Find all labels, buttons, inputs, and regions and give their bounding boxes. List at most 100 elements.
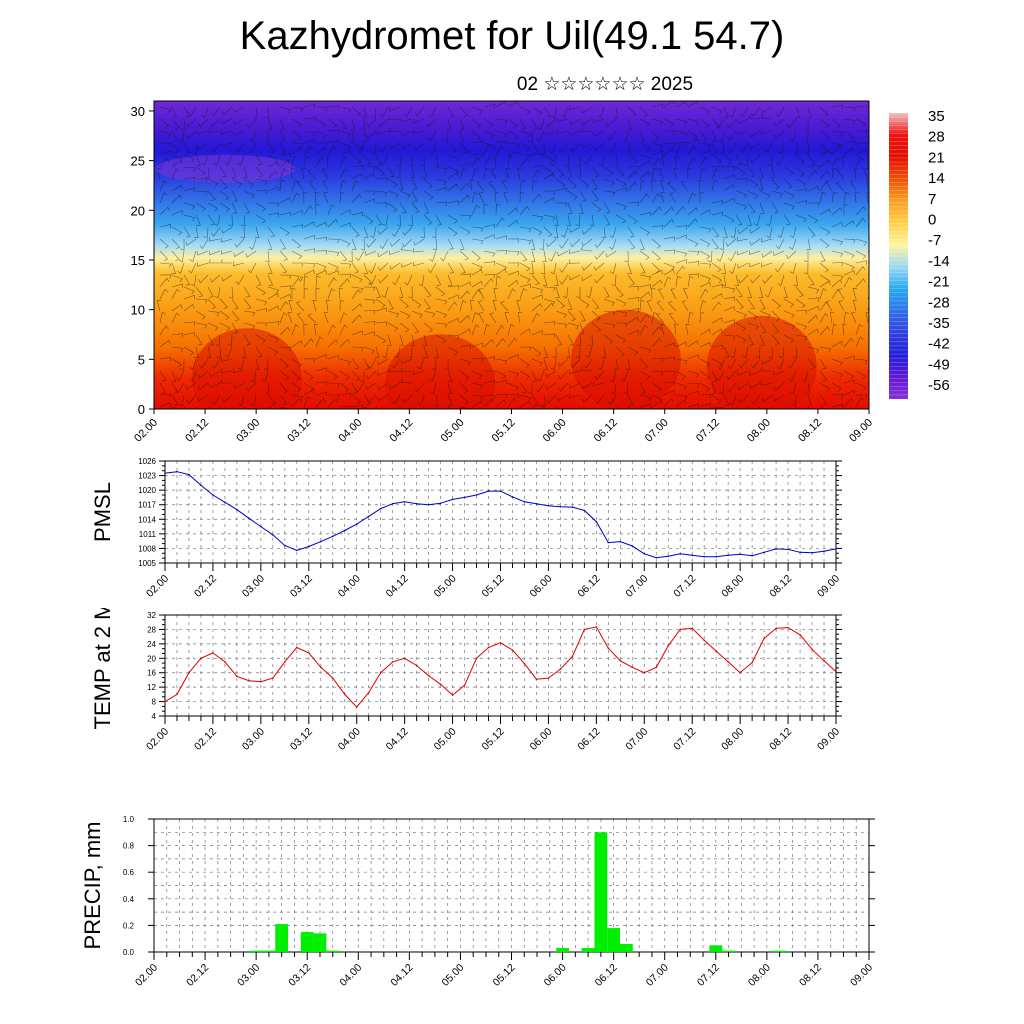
wind-barb [553,226,559,239]
wind-barb [795,178,807,187]
wind-barb [422,166,427,179]
wind-barb [171,262,176,274]
wind-barb [254,358,259,371]
wind-barb [507,219,519,228]
wind-barb [819,238,830,249]
y-tick-label: 32 [147,611,156,620]
wind-barb [339,130,351,138]
wind-barb [291,142,304,148]
wind-barb [639,346,652,354]
wind-barb [490,168,497,180]
wind-barb [831,156,841,168]
wind-barb [261,370,269,383]
wind-barb [221,249,233,255]
colorbar-label: 14 [928,170,945,187]
data-point [200,484,202,487]
wind-barb [159,180,168,192]
wind-barb [351,358,360,370]
wind-barb [698,179,704,192]
wind-barb [651,118,664,126]
wind-barb [351,173,363,180]
wind-barb [581,274,593,282]
grid [165,461,836,563]
wind-barb [279,159,291,168]
wind-barb [663,269,675,276]
wind-barb [339,338,350,348]
wind-barb [219,310,230,320]
wind-barb [430,382,437,395]
wind-barb [387,322,399,332]
wind-barb [233,118,245,125]
y-tick-label: 0 [138,402,145,417]
wind-barb [789,226,797,239]
wind-barb [543,197,555,204]
wind-barb [727,142,737,154]
wind-barb [323,312,329,324]
wind-barb [339,142,351,150]
wind-barb [209,382,221,389]
wind-barb [831,250,844,258]
wind-barb [315,118,326,128]
wind-barb [609,238,617,250]
wind-barb [843,398,854,408]
wind-barb [625,358,631,371]
wind-barb [495,275,501,288]
wind-barb [737,118,749,124]
data-point [260,525,262,528]
wind-barb [220,368,233,374]
wind-barb [495,337,506,348]
wind-barb [550,154,557,167]
wind-barb [507,270,519,276]
wind-barb [303,269,315,276]
wind-barb [432,238,438,251]
y-tick-label: 24 [147,640,156,649]
x-tick-label: 05.12 [480,573,507,600]
wind-barb [235,274,245,286]
wind-barb [315,250,328,255]
wind-barb [338,287,343,300]
wind-barb [207,178,219,187]
wind-barb [761,250,773,258]
data-point [703,639,705,642]
wind-barb [267,170,278,180]
wind-barb [771,298,782,309]
wind-barb [459,370,470,381]
wind-barb [303,287,309,300]
wind-barb [267,154,279,164]
wind-barb [159,370,167,382]
precip-bar [607,928,621,952]
wind-barb [759,190,771,199]
y-axis-label: PRECIP, mm [80,822,105,950]
wind-barb [735,166,746,176]
data-point [523,501,526,503]
data-point [715,650,717,652]
wind-barb [279,312,288,324]
wind-barb [699,106,711,115]
wind-barb [440,250,449,262]
wind-barb [423,322,434,333]
wind-barb [723,346,730,358]
wind-barb [402,394,413,404]
wind-barb [471,262,483,271]
wind-barb [478,312,485,324]
y-tick-label: 0.0 [123,948,135,957]
wind-barb [412,129,425,134]
wind-barb [755,346,761,359]
wind-barb [447,301,458,312]
wind-barb [749,226,761,234]
wind-barb [639,313,650,324]
data-point [367,691,370,694]
wind-barb [723,214,735,223]
wind-barb [483,370,496,375]
wind-barb [687,130,698,140]
wind-barb [459,130,464,142]
wind-barb [267,274,274,286]
wind-barb [711,370,718,382]
wind-barb [546,118,557,128]
wind-barb [789,262,797,275]
wind-barb [777,274,785,287]
wind-barb [315,142,328,147]
wind-barb [199,358,209,369]
wind-barb [853,167,859,180]
data-point [511,649,514,651]
